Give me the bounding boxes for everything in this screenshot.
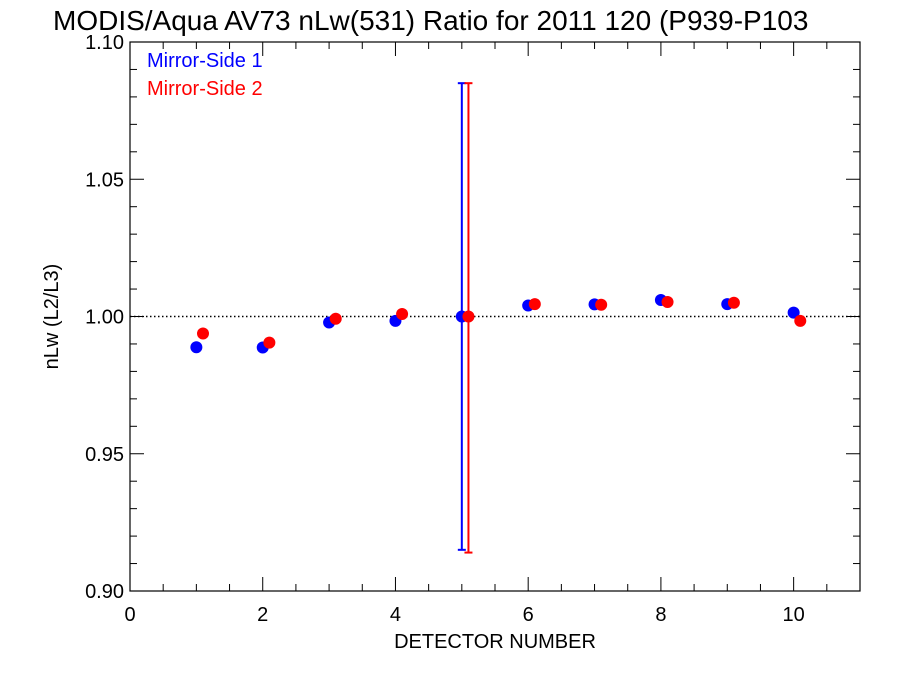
x-tick-label: 0 — [124, 604, 135, 626]
point-series-2 — [263, 336, 276, 349]
point-series-2 — [396, 308, 409, 321]
y-tick-label: 1.10 — [85, 32, 124, 54]
x-tick-label: 8 — [655, 604, 666, 626]
x-tick-label: 10 — [783, 604, 805, 626]
point-series-2 — [197, 327, 209, 340]
axis-tick-labels: 0 2 4 6 8 10 0.90 0.95 1.00 1.05 1.10 — [85, 32, 805, 626]
y-tick-label: 0.95 — [85, 444, 124, 466]
legend-entry-mirror-side-2: Mirror-Side 2 — [147, 78, 263, 100]
legend: Mirror-Side 1 Mirror-Side 2 — [147, 50, 263, 100]
chart-title: MODIS/Aqua AV73 nLw(531) Ratio for 2011 … — [53, 5, 808, 36]
point-series-1 — [190, 341, 203, 354]
point-series-2 — [329, 312, 342, 325]
axis-ticks — [129, 41, 861, 592]
y-tick-label: 1.05 — [85, 169, 124, 191]
x-tick-label: 2 — [257, 604, 268, 626]
point-series-2 — [794, 314, 807, 327]
point-series-1 — [787, 306, 800, 319]
point-series-2 — [462, 310, 475, 323]
x-tick-label: 6 — [523, 604, 534, 626]
x-tick-label: 4 — [390, 604, 401, 626]
point-series-2 — [727, 296, 740, 309]
x-axis-label: DETECTOR NUMBER — [394, 631, 596, 653]
y-axis-label: nLw (L2/L3) — [41, 264, 63, 370]
data-points — [190, 294, 807, 354]
y-tick-label: 0.90 — [85, 581, 124, 603]
point-series-2 — [528, 298, 541, 311]
y-tick-label: 1.00 — [85, 307, 124, 329]
legend-entry-mirror-side-1: Mirror-Side 1 — [147, 50, 263, 72]
point-series-2 — [661, 295, 674, 308]
point-series-2 — [595, 298, 608, 311]
